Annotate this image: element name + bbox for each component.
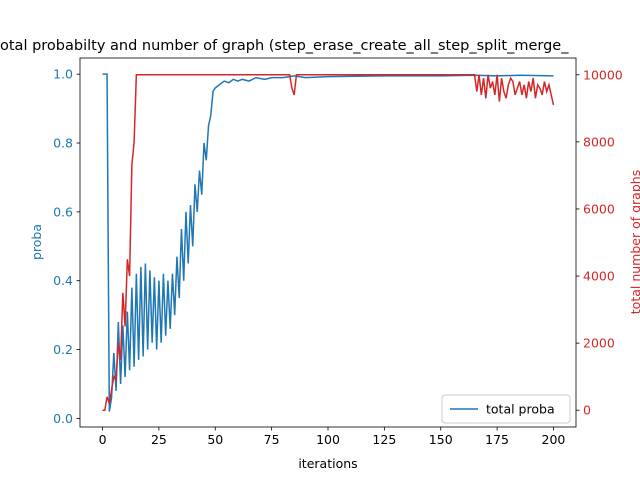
- x-tick-label: 150: [429, 432, 453, 447]
- y2-tick-label: 0: [583, 403, 591, 418]
- legend-box: [441, 394, 571, 424]
- legend-label: total proba: [486, 402, 555, 417]
- x-tick-label: 50: [207, 432, 223, 447]
- y-tick-label: 0.8: [53, 136, 73, 151]
- y-tick-label: 0.6: [53, 204, 73, 219]
- x-tick-label: 175: [485, 432, 509, 447]
- y2-tick-label: 6000: [583, 201, 615, 216]
- x-tick-label: 200: [542, 432, 566, 447]
- y-tick-label: 0.2: [53, 342, 73, 357]
- y2-tick-label: 2000: [583, 336, 615, 351]
- y-axis-label: proba: [29, 224, 44, 260]
- x-tick-label: 100: [316, 432, 340, 447]
- series-line: [102, 73, 554, 412]
- y-tick-label: 1.0: [53, 67, 73, 82]
- chart-title: otal probabilty and number of graph (ste…: [0, 38, 569, 54]
- y2-axis-label: total number of graphs: [628, 170, 640, 314]
- series-line: [102, 74, 555, 411]
- y2-tick-label: 10000: [583, 67, 623, 82]
- y2-tick-label: 4000: [583, 269, 615, 284]
- x-tick-label: 125: [372, 432, 396, 447]
- x-tick-label: 0: [99, 432, 107, 447]
- y-tick-label: 0.4: [53, 273, 73, 288]
- x-tick-label: 75: [264, 432, 280, 447]
- axes-frame: [79, 57, 577, 428]
- x-axis-label: iterations: [298, 456, 357, 471]
- y2-tick-label: 8000: [583, 134, 615, 149]
- y-tick-label: 0.0: [53, 411, 73, 426]
- x-tick-label: 25: [151, 432, 167, 447]
